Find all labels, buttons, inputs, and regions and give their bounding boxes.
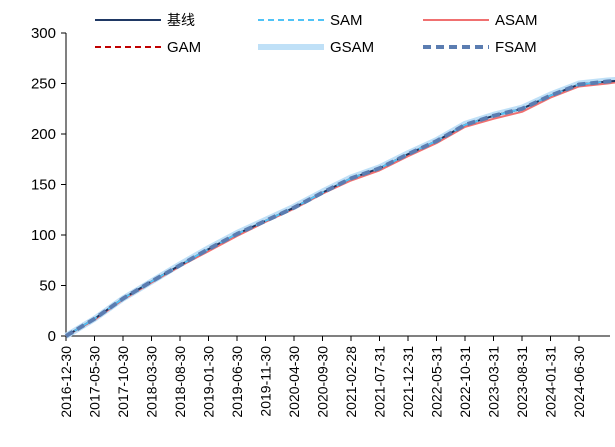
series-line-GSAM [64,76,615,339]
x-tick-label: 2017-10-30 [115,346,131,418]
x-tick-label: 2016-12-30 [58,346,74,418]
series-line-基线 [65,79,615,337]
y-tick-label: 100 [31,227,56,244]
legend-label-GSAM: GSAM [330,39,374,56]
x-tick-label: 2021-07-31 [372,346,388,418]
x-tick-label: 2018-03-30 [144,346,160,418]
legend-label-基线: 基线 [167,12,195,29]
legend: 基线 SAM ASAM GAM GSAM FSAM [95,12,538,56]
legend-label-ASAM: ASAM [495,12,538,29]
x-tick-label: 2019-01-30 [201,346,217,418]
x-tick-label: 2017-05-30 [87,346,103,418]
series-line-FSAM [64,78,615,338]
x-tick-label: 2024-06-30 [571,346,587,418]
x-tick-label: 2023-03-31 [486,346,502,418]
x-tick-label: 2020-09-30 [315,346,331,418]
y-tick-label: 0 [48,328,56,345]
y-axis-ticks: 0 50 100 150 200 250 300 [31,25,56,345]
x-tick-label: 2024-01-31 [543,346,559,418]
legend-label-FSAM: FSAM [495,39,537,56]
x-tick-label: 2023-08-31 [514,346,530,418]
series-line-SAM [65,79,615,337]
series-line-ASAM [65,81,615,337]
x-tick-label: 2020-04-30 [286,346,302,418]
axes [61,32,610,341]
x-tick-label: 2018-08-30 [172,346,188,418]
series-lines [64,76,615,339]
x-tick-label: 2019-06-30 [229,346,245,418]
y-tick-label: 200 [31,126,56,143]
y-tick-label: 50 [39,278,56,295]
legend-label-GAM: GAM [167,39,201,56]
y-tick-label: 250 [31,76,56,93]
series-line-GAM [65,79,615,337]
x-tick-label: 2022-05-31 [429,346,445,418]
x-axis-ticks: 2016-12-30 2017-05-30 2017-10-30 2018-03-30… [58,346,587,418]
x-tick-label: 2022-10-31 [457,346,473,418]
legend-label-SAM: SAM [330,12,363,29]
x-tick-label: 2021-02-28 [343,346,359,418]
x-tick-label: 2019-11-30 [258,346,274,417]
y-tick-label: 150 [31,177,56,194]
x-tick-label: 2021-12-31 [400,346,416,418]
y-tick-label: 300 [31,25,56,42]
